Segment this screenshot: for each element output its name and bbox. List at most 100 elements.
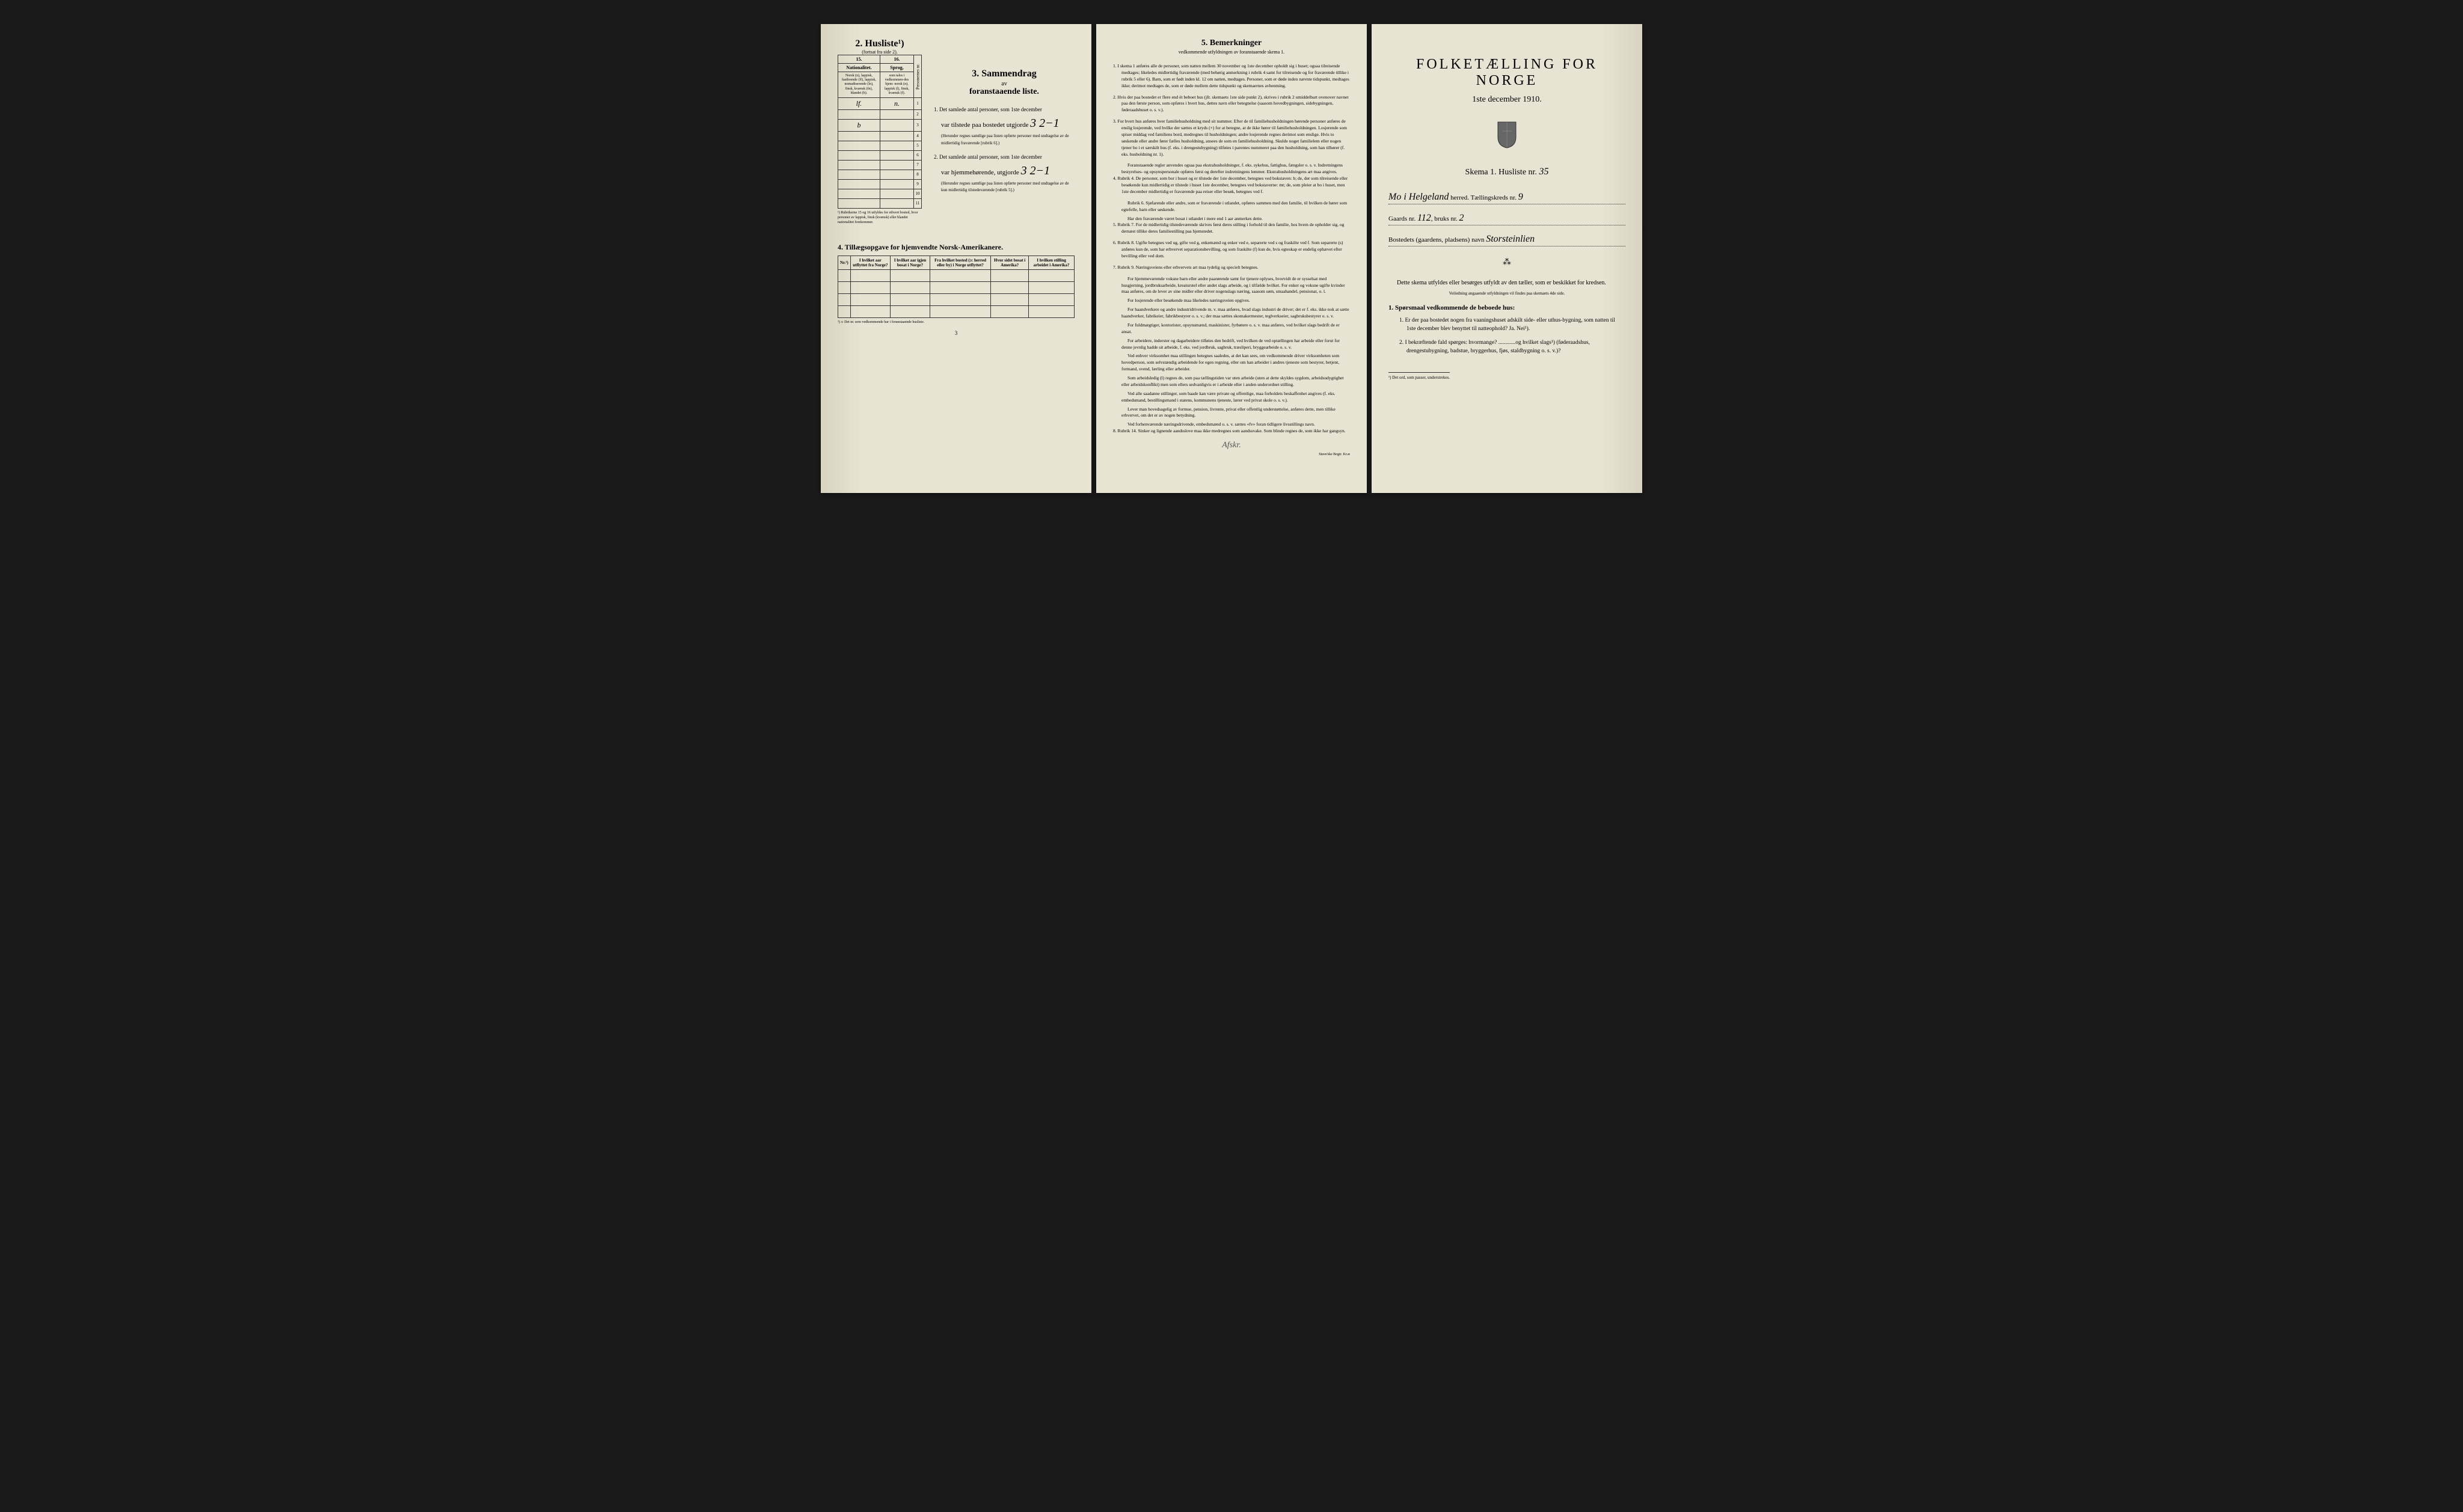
summary-2-prefix: 2. Det samlede antal personer, som 1ste … <box>934 154 1042 160</box>
table-cell <box>991 294 1029 306</box>
row-num: 10 <box>914 189 922 198</box>
bemerk-sub-para: For fuldmægtiger, kontorister, opsynsmæn… <box>1113 322 1350 335</box>
summary-2-note: (Herunder regnes samtlige paa listen opf… <box>941 180 1075 194</box>
bemerk-item: 2. Hvis der paa bostedet er flere end ét… <box>1113 94 1350 114</box>
row-num: 9 <box>914 179 922 189</box>
section-3-title: 3. Sammendrag <box>934 69 1075 79</box>
bemerk-sub-para: Som arbeidsledig (l) regnes de, som paa … <box>1113 375 1350 388</box>
census-page-2: 5. Bemerkninger vedkommende utfyldningen… <box>1096 24 1367 493</box>
husliste-title: 2. Husliste¹) <box>838 38 922 49</box>
table-cell <box>838 170 880 179</box>
row-num: 7 <box>914 160 922 170</box>
tillaeg-header: Fra hvilket bosted (ɔ: herred eller by) … <box>930 256 990 270</box>
table-cell <box>880 119 913 131</box>
census-page-1: 2. Husliste¹) (fortsat fra side 2). 15. … <box>821 24 1091 493</box>
table-cell <box>850 270 890 282</box>
table-cell <box>991 306 1029 318</box>
question-1-text: 1. Er der paa bostedet nogen fra vaaning… <box>1399 317 1615 332</box>
bemerk-sub-para: Rubrik 6. Sjøfarende eller andre, som er… <box>1113 200 1350 213</box>
col-16-header: Sprog, <box>880 64 913 72</box>
section-4: 4. Tillægsopgave for hjemvendte Norsk-Am… <box>838 243 1075 336</box>
col-15-header: Nationalitet. <box>838 64 880 72</box>
section-2-footnote: ¹) Rubrikerne 15 og 16 utfyldes for ethv… <box>838 211 922 225</box>
summary-2-value: 3 2−1 <box>1021 164 1051 177</box>
table-cell <box>1029 282 1075 294</box>
section-3-sub1: av <box>934 81 1075 87</box>
page-number: 3 <box>838 330 1075 336</box>
table-cell <box>891 306 930 318</box>
summary-item-2: 2. Det samlede antal personer, som 1ste … <box>934 153 1075 194</box>
table-cell <box>891 294 930 306</box>
bemerk-item: 8. Rubrik 14. Sinker og lignende aandssl… <box>1113 428 1350 435</box>
bemerk-subtitle: vedkommende utfyldningen av foranstaaend… <box>1113 49 1350 55</box>
table-cell <box>838 109 880 119</box>
skema-nr: 35 <box>1539 167 1548 177</box>
table-cell: lf. <box>838 97 880 109</box>
section-2-table-area: 2. Husliste¹) (fortsat fra side 2). 15. … <box>838 38 922 225</box>
herred-line: Mo i Helgeland herred. Tællingskreds nr.… <box>1388 192 1625 204</box>
table-cell <box>838 179 880 189</box>
census-page-3: FOLKETÆLLING FOR NORGE 1ste december 191… <box>1372 24 1642 493</box>
gaards-nr: 112 <box>1417 213 1431 223</box>
bemerk-sub-para: For haandverkere og andre industridriven… <box>1113 307 1350 320</box>
gaards-label: Gaards nr. <box>1388 215 1416 222</box>
summary-1-prefix: 1. Det samlede antal personer, som 1ste … <box>934 106 1042 112</box>
row-num: 8 <box>914 170 922 179</box>
table-cell: b <box>838 119 880 131</box>
nationality-table: 15. 16. Personernes nr. Nationalitet. Sp… <box>838 55 922 209</box>
bemerk-list: 1. I skema 1 anføres alle de personer, s… <box>1113 63 1350 435</box>
row-num: 5 <box>914 141 922 150</box>
table-cell <box>838 150 880 160</box>
bosted-line: Bostedets (gaardens, pladsens) navn Stor… <box>1388 234 1625 246</box>
section-3: 3. Sammendrag av foranstaaende liste. 1.… <box>934 38 1075 225</box>
table-cell <box>850 294 890 306</box>
bemerk-item: 4. Rubrik 4. De personer, som bor i huse… <box>1113 176 1350 195</box>
table-cell <box>880 198 913 208</box>
bemerk-sub-para: Ved forhenværende næringsdrivende, embed… <box>1113 421 1350 428</box>
row-num: 3 <box>914 119 922 131</box>
summary-2-line: var hjemmehørende, utgjorde <box>941 169 1019 176</box>
herred-label: herred. Tællingskreds nr. <box>1450 194 1517 201</box>
skema-line: Skema 1. Husliste nr. 35 <box>1388 167 1625 177</box>
summary-item-1: 1. Det samlede antal personer, som 1ste … <box>934 105 1075 147</box>
table-cell <box>991 282 1029 294</box>
summary-1-line: var tilstede paa bostedet utgjorde <box>941 121 1028 129</box>
instruction-2: Veiledning angaaende utfyldningen vil fi… <box>1388 291 1625 296</box>
gaards-line: Gaards nr. 112, bruks nr. 2 <box>1388 213 1625 225</box>
bruks-nr: 2 <box>1459 213 1464 223</box>
table-cell: n. <box>880 97 913 109</box>
bemerk-sub-para: Foranstaaende regler anvendes ogsaa paa … <box>1113 162 1350 176</box>
table-cell <box>891 270 930 282</box>
row-num: 11 <box>914 198 922 208</box>
table-cell <box>880 141 913 150</box>
bemerk-sub-para: For losjerende eller besøkende maa likel… <box>1113 298 1350 304</box>
bemerk-item: 7. Rubrik 9. Næringsveiens eller erhverv… <box>1113 265 1350 271</box>
bemerk-item: 5. Rubrik 7. For de midlertidig tilstede… <box>1113 222 1350 235</box>
table-cell <box>880 150 913 160</box>
main-date: 1ste december 1910. <box>1388 95 1625 105</box>
col-16: 16. <box>880 55 913 64</box>
bemerk-sub-para: For hjemmeværende voksne barn eller andr… <box>1113 276 1350 296</box>
table-cell <box>838 306 851 318</box>
tillaeg-header: Hvor sidst bosat i Amerika? <box>991 256 1029 270</box>
bemerk-sub-para: Lever man hovedsagelig av formue, pensio… <box>1113 406 1350 420</box>
section-2: 2. Husliste¹) (fortsat fra side 2). 15. … <box>838 38 1075 225</box>
table-cell <box>838 294 851 306</box>
page-3-footnote: ¹) Det ord, som passer, understrekes. <box>1388 372 1450 380</box>
table-cell <box>850 282 890 294</box>
table-cell <box>930 282 990 294</box>
table-cell <box>991 270 1029 282</box>
section-4-footnote: ²) ɔ: Det nr. som vedkommende har i fora… <box>838 320 1075 325</box>
table-cell <box>880 109 913 119</box>
tillaeg-header: I hvilken stilling arbeidet i Amerika? <box>1029 256 1075 270</box>
table-cell <box>838 141 880 150</box>
herred-value: Mo i Helgeland <box>1388 192 1449 202</box>
tillaeg-table: Nr.²) I hvilket aar utflyttet fra Norge?… <box>838 256 1075 318</box>
bemerk-sub-para: For arbeidere, inderster og dagarbeidere… <box>1113 338 1350 351</box>
summary-1-value: 3 2−1 <box>1030 117 1060 130</box>
table-cell <box>838 198 880 208</box>
bemerk-sub-para: Ved enhver virksomhet maa stillingen bet… <box>1113 353 1350 373</box>
table-cell <box>930 270 990 282</box>
bruks-label: bruks nr. <box>1434 215 1458 222</box>
bosted-value: Storsteinlien <box>1486 234 1535 244</box>
